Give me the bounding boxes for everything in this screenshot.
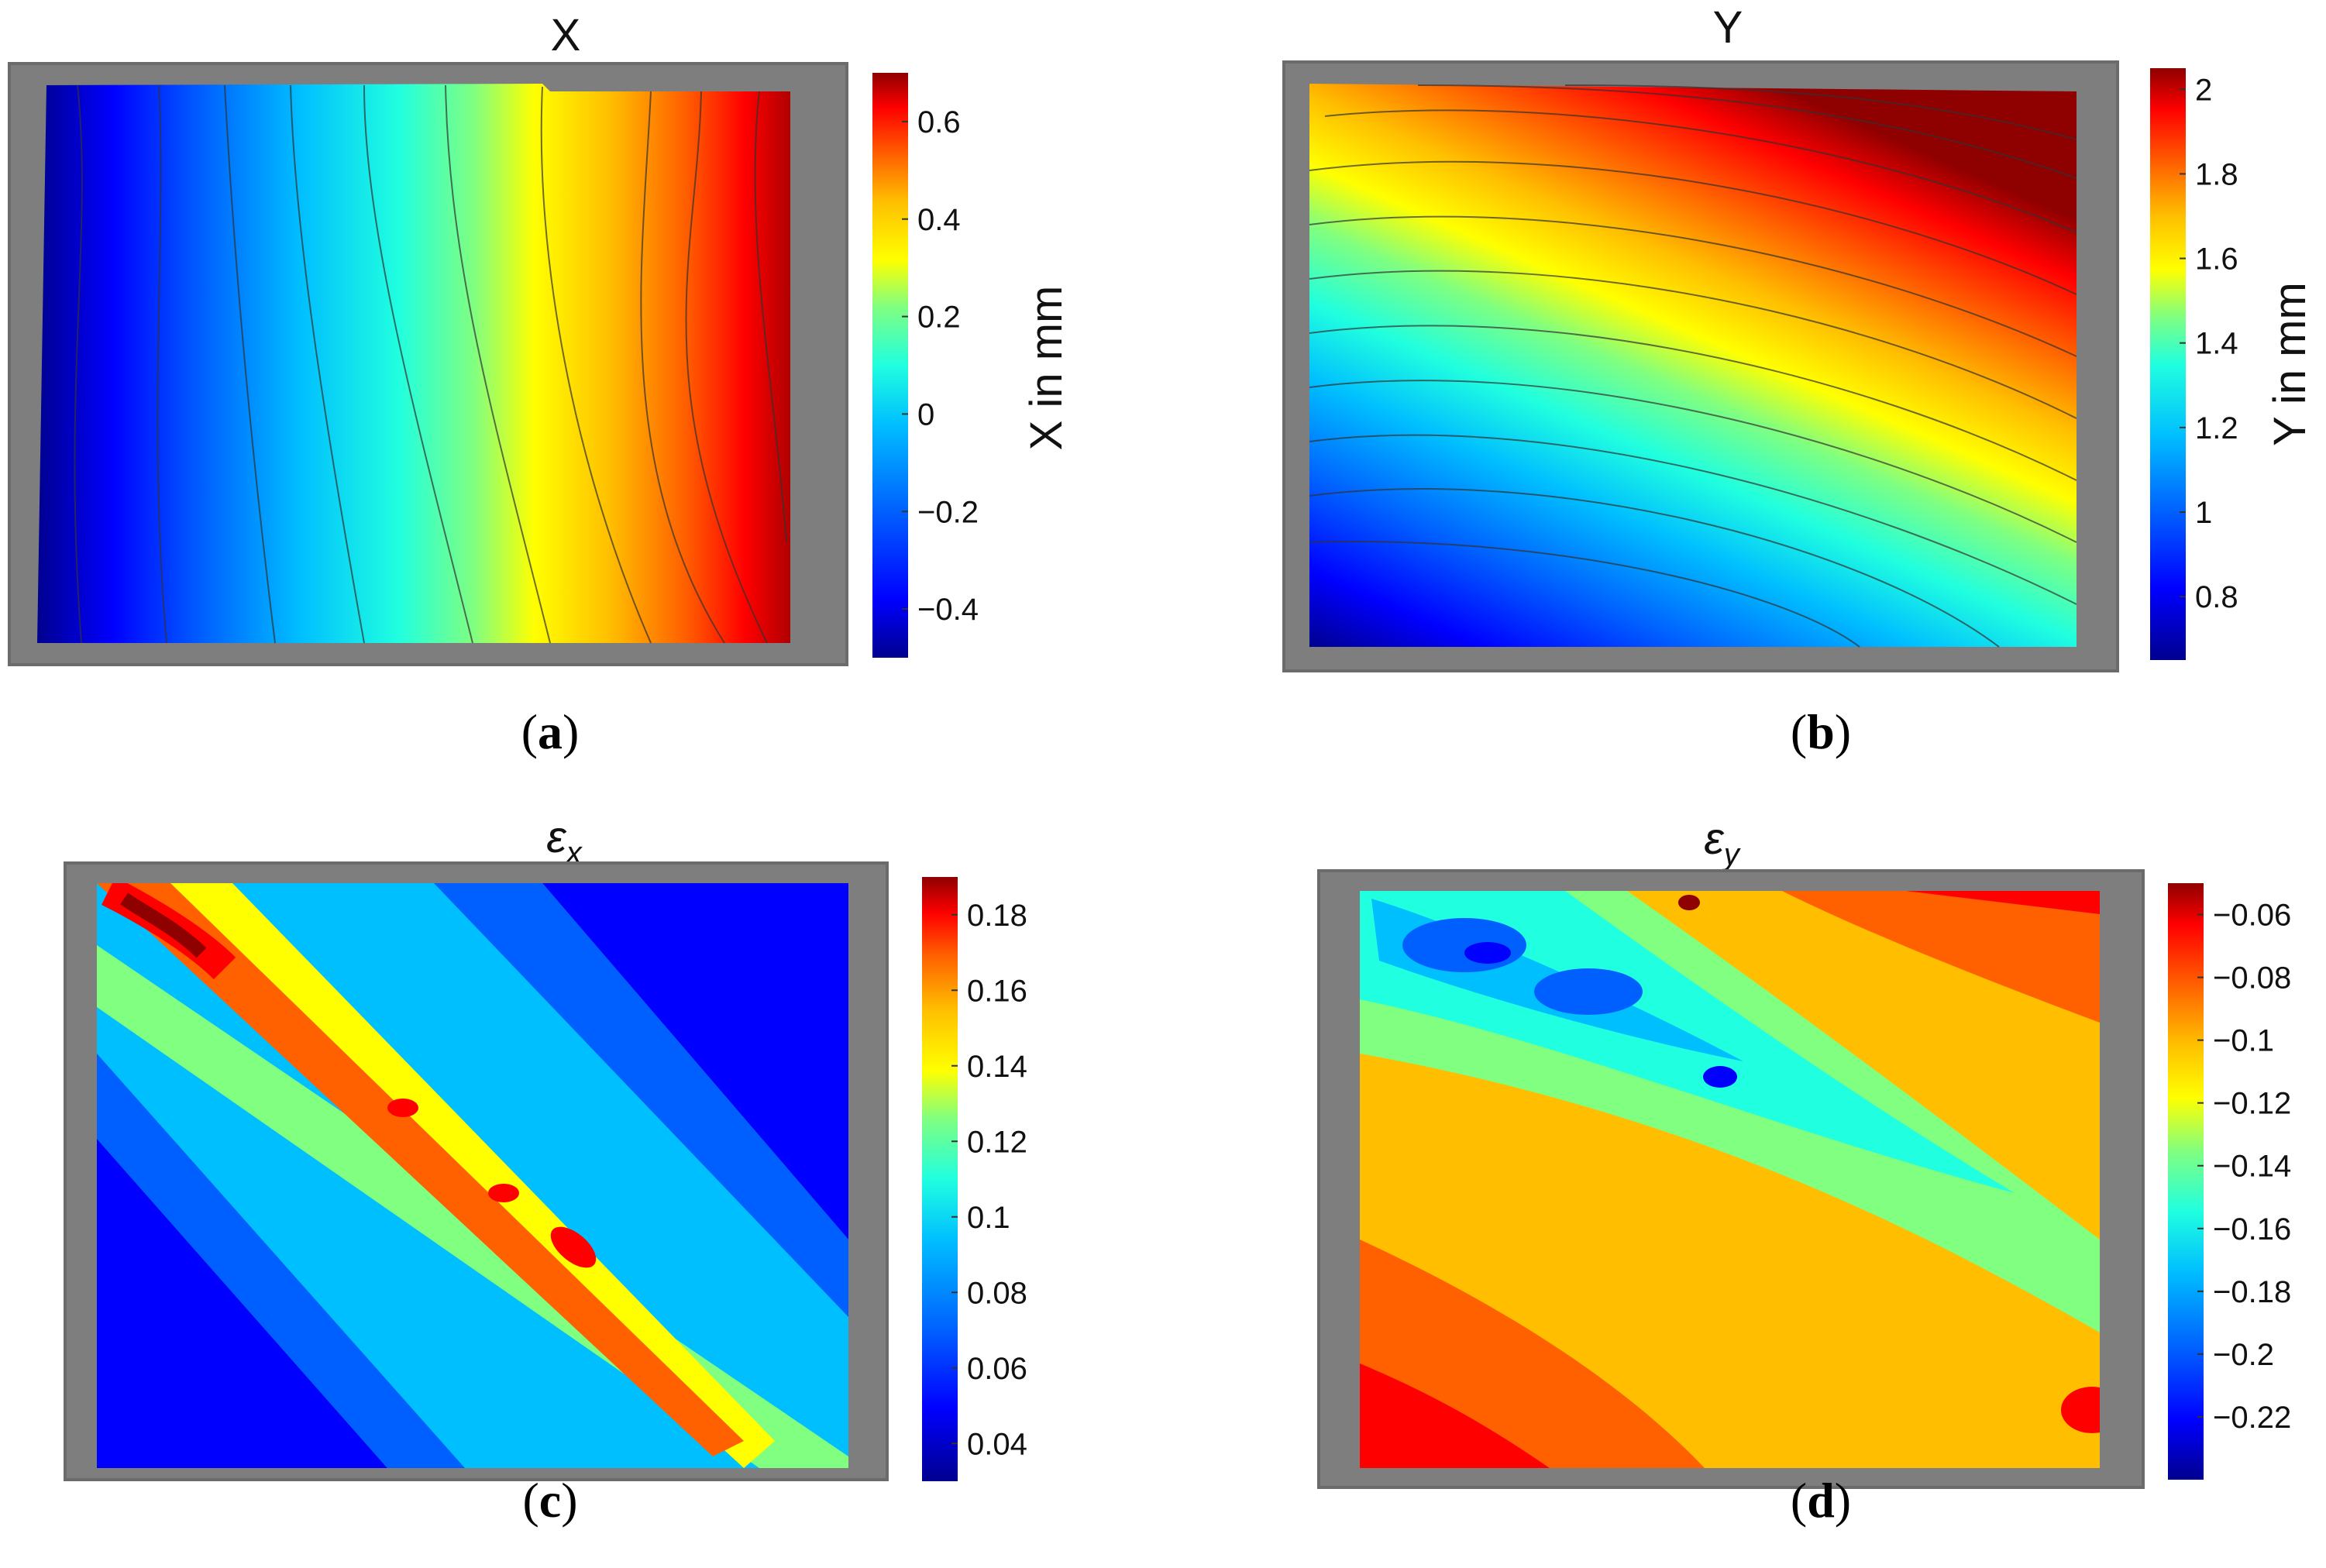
colorbar-tick-label: −0.18 [2213,1275,2291,1309]
contour-field [1309,84,2077,647]
panel-b: Y [1162,0,2326,775]
colorbar-tick-label: 1.8 [2195,157,2238,191]
colorbar-tick-label: 1.4 [2195,327,2238,361]
colorbar-tick-label: −0.16 [2213,1212,2291,1246]
colorbar-tick-label: −0.22 [2213,1401,2291,1435]
colorbar-tick-label: −0.2 [917,495,979,529]
panel-label-d: (d) [1790,1473,1852,1528]
colorbar-label: X in mm [1021,286,1072,451]
contour-lines [74,84,787,644]
chart-c: εx [64,812,1027,1481]
colorbar-tick-label: 0.12 [967,1125,1027,1159]
chart-b: Y [1282,2,2315,672]
colorbar-tick-label: 0.6 [917,105,961,139]
colorbar-tick-label: 0.06 [967,1352,1027,1386]
contour-lines [1309,84,2077,648]
colorbar-c [922,877,958,1481]
colorbar-tick-label: −0.4 [917,593,979,627]
colorbar-tick-label: 0.16 [967,974,1027,1008]
colorbar-tick-label: 0.08 [967,1276,1027,1310]
chart-d: εy [1317,813,2291,1489]
panel-label-c: (c) [522,1473,578,1528]
colorbar-b [2150,68,2186,660]
colorbar-a [872,73,908,658]
colorbar-ticks: 0.8 1 1.2 1.4 1.6 1.8 2 [2180,73,2238,614]
colorbar-ticks: 0.04 0.06 0.08 0.1 0.12 0.14 0.16 0.18 [951,899,1027,1461]
contour-field [37,84,790,643]
panel-a: X [0,0,1162,775]
chart-title: X [551,10,581,60]
panel-c: εx [0,806,1162,1564]
chart-title: εy [1704,813,1742,872]
colorbar-tick-label: −0.06 [2213,899,2291,933]
colorbar-tick-label: 0 [917,397,934,432]
panel-label-a: (a) [521,704,580,759]
contour-field [97,883,848,1468]
colorbar-ticks: −0.4 −0.2 0 0.2 0.4 0.6 [902,105,979,627]
chart-a: X [8,10,1072,666]
chart-title: εx [546,812,583,870]
colorbar-tick-label: −0.2 [2213,1338,2274,1372]
panel-d: εy [1162,806,2326,1564]
colorbar-tick-label: 0.8 [2195,580,2238,614]
colorbar-ticks: −0.06 −0.08 −0.1 −0.12 −0.14 −0.16 −0.18 −0.2 −0… [2197,899,2291,1435]
chart-title: Y [1713,2,1743,53]
colorbar-tick-label: 0.2 [917,301,961,335]
colorbar-tick-label: 0.14 [967,1050,1027,1084]
colorbar-label: Y in mm [2265,282,2315,446]
colorbar-tick-label: 1 [2195,496,2212,530]
colorbar-tick-label: −0.08 [2213,961,2291,995]
colorbar-tick-label: 0.04 [967,1427,1027,1461]
colorbar-tick-label: 0.1 [967,1201,1010,1235]
panel-label-b: (b) [1790,704,1852,759]
colorbar-tick-label: 0.18 [967,899,1027,933]
colorbar-tick-label: −0.14 [2213,1150,2291,1184]
colorbar-d [2168,883,2204,1480]
colorbar-tick-label: 2 [2195,73,2212,107]
colorbar-tick-label: −0.12 [2213,1087,2291,1121]
colorbar-tick-label: 1.6 [2195,242,2238,277]
contour-field [1360,891,2100,1468]
colorbar-tick-label: 0.4 [917,203,961,237]
colorbar-tick-label: 1.2 [2195,411,2238,445]
colorbar-tick-label: −0.1 [2213,1024,2274,1058]
